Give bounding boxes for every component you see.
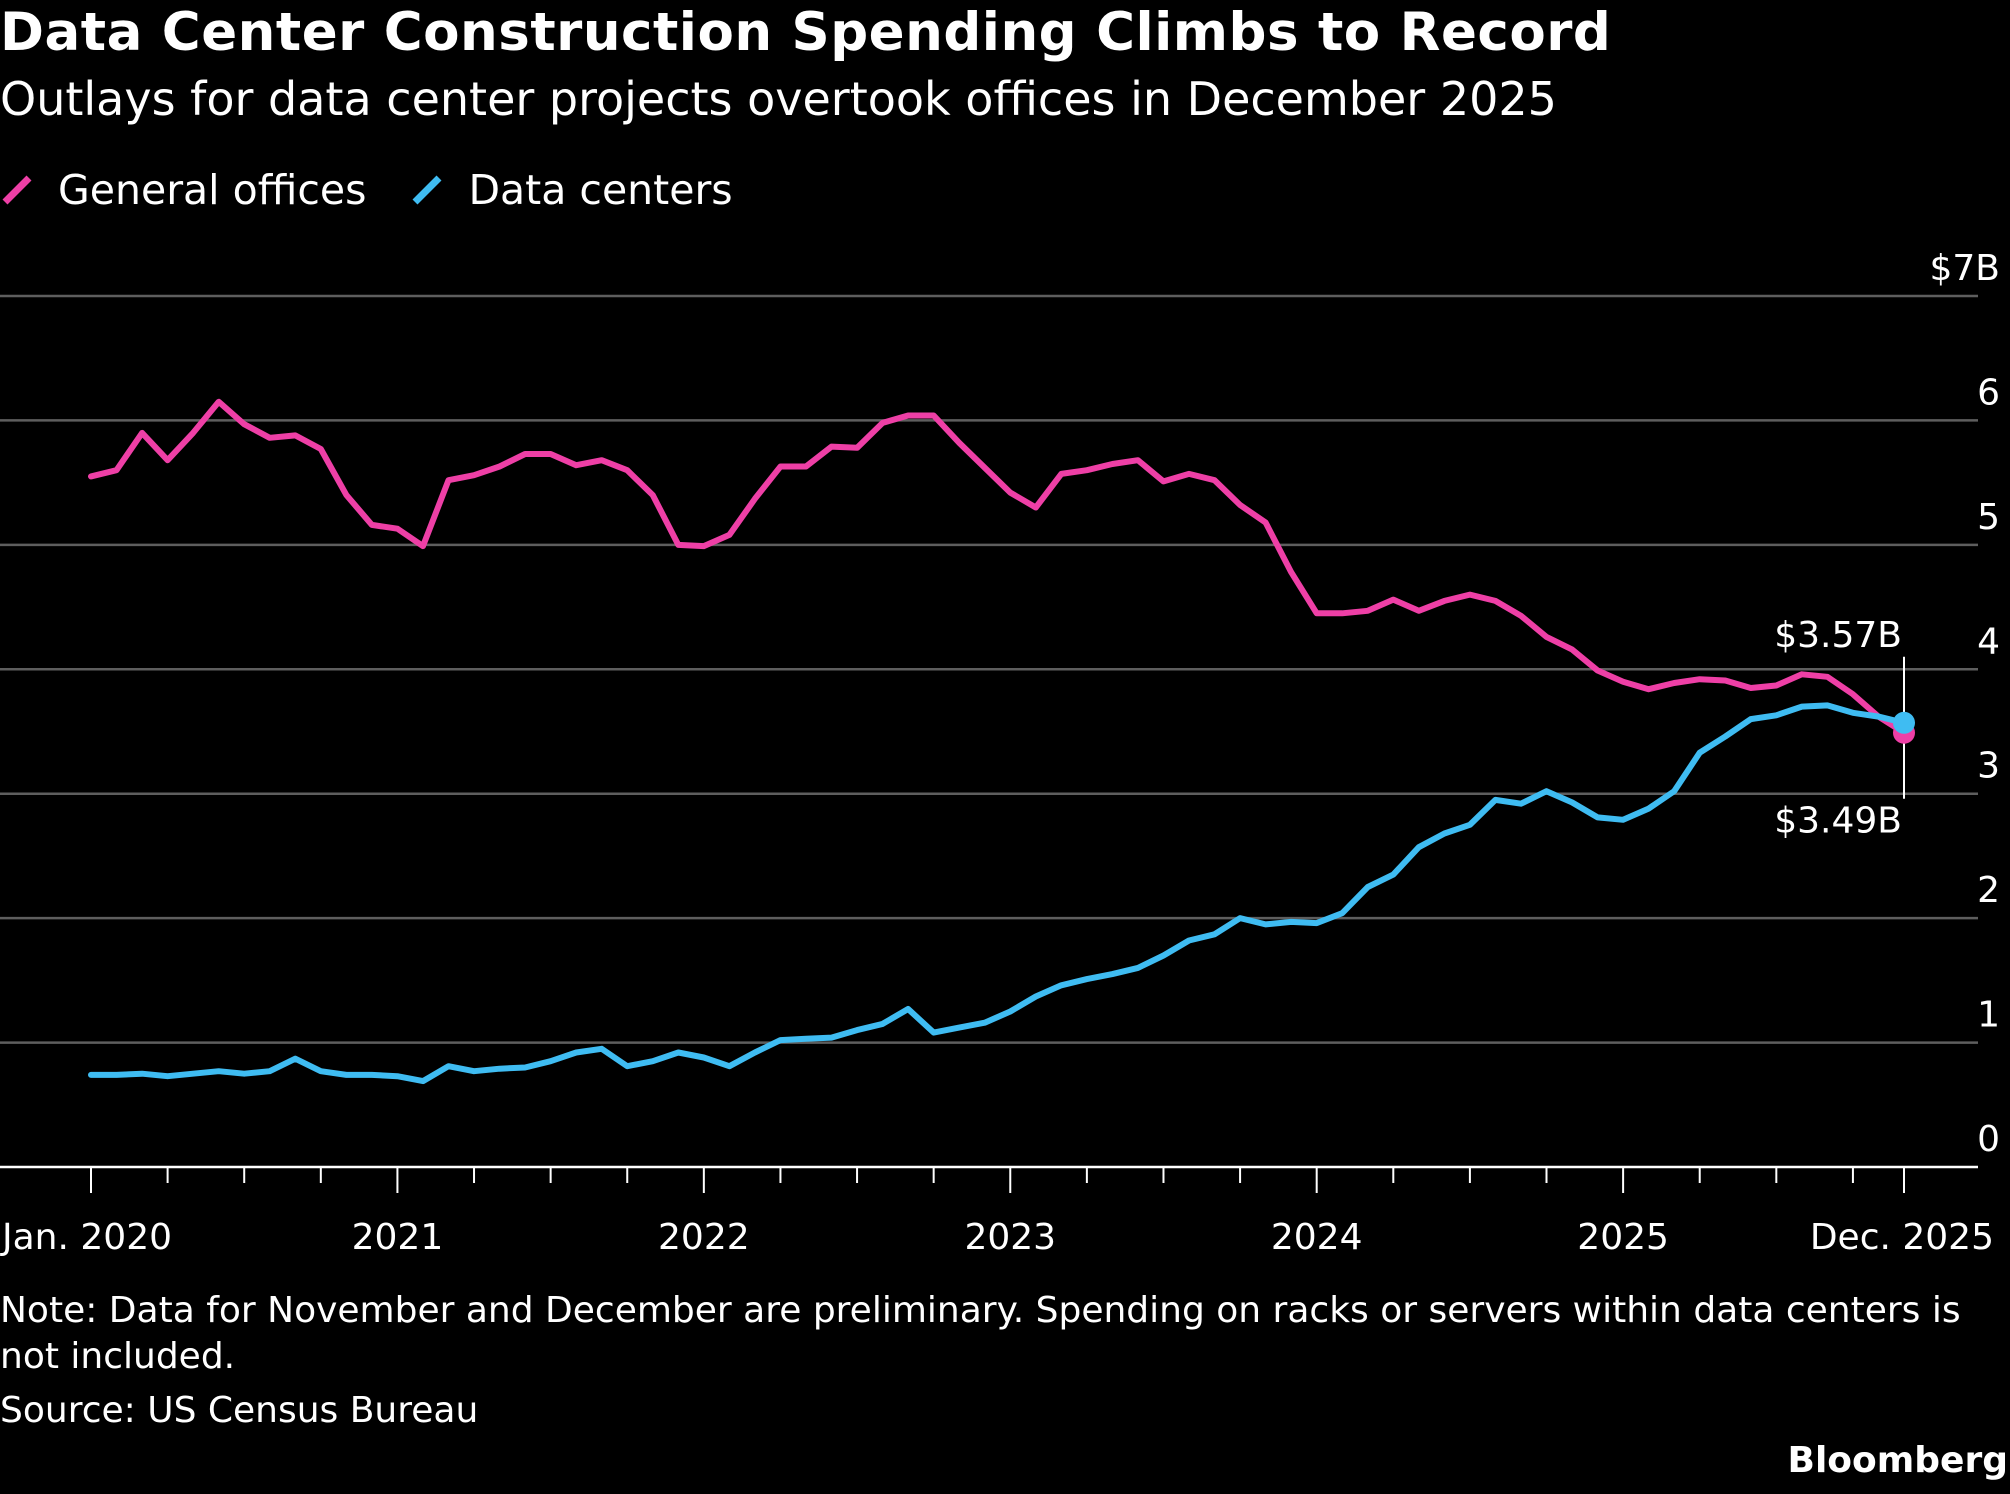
end-annotations: $3.57B $3.49B	[1774, 615, 1915, 842]
legend-item-data-centers: Data centers	[410, 166, 733, 214]
chart-subtitle: Outlays for data center projects overtoo…	[0, 72, 1557, 126]
series-lines	[88, 398, 1907, 1085]
y-tick-label: 2	[1977, 870, 2000, 911]
annotation-general-offices-value: $3.49B	[1774, 801, 1902, 842]
y-tick-label: $7B	[1929, 248, 2000, 289]
legend: General offices Data centers	[0, 165, 777, 215]
end-marker-data-centers	[1893, 711, 1915, 734]
legend-item-general-offices: General offices	[0, 166, 366, 214]
y-tick-label: 1	[1977, 995, 2000, 1036]
legend-swatch-data-centers	[412, 175, 442, 205]
gridlines	[0, 294, 1978, 1044]
line-chart: Jan. 2020 2021 2022 2023 2024 2025 Dec. 2025 0…	[0, 248, 2000, 1258]
annotation-data-centers-value: $3.57B	[1774, 615, 1902, 656]
x-tick-label: Dec. 2025	[1810, 1217, 1994, 1258]
series-line-data-centers	[88, 702, 1907, 1085]
y-tick-label: 4	[1977, 621, 2000, 662]
legend-swatch-general-offices	[2, 175, 32, 205]
x-tick-label: 2024	[1271, 1217, 1363, 1258]
x-tick-label: 2022	[658, 1217, 750, 1258]
x-tick-label: Jan. 2020	[0, 1217, 172, 1258]
legend-label-data-centers: Data centers	[468, 166, 733, 214]
y-tick-label: 6	[1977, 372, 2000, 413]
x-tick-label: 2025	[1577, 1217, 1669, 1258]
y-tick-label: 0	[1977, 1119, 2000, 1160]
series-line-general-offices	[88, 398, 1907, 736]
chart-note: Note: Data for November and December are…	[0, 1290, 1961, 1377]
legend-label-general-offices: General offices	[58, 166, 367, 214]
x-tick-label: 2023	[964, 1217, 1056, 1258]
y-axis-labels: 0 1 2 3 4 5 6 $7B	[1929, 248, 2000, 1160]
y-tick-label: 5	[1977, 497, 2000, 538]
x-tick-label: 2021	[352, 1217, 444, 1258]
x-axis: Jan. 2020 2021 2022 2023 2024 2025 Dec. 2025	[0, 1165, 1994, 1258]
chart-source: Source: US Census Bureau	[0, 1390, 479, 1431]
chart-title: Data Center Construction Spending Climbs…	[0, 2, 1612, 63]
brand-logo: Bloomberg	[1787, 1440, 2008, 1481]
y-tick-label: 3	[1977, 746, 2000, 787]
